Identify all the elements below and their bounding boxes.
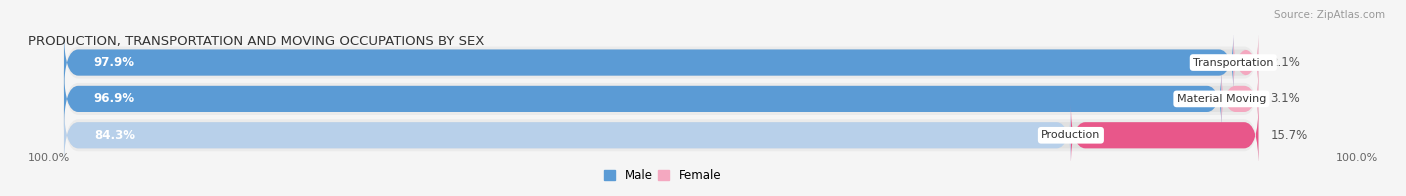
Text: 84.3%: 84.3% [94, 129, 135, 142]
FancyBboxPatch shape [63, 105, 1258, 166]
Text: 100.0%: 100.0% [1336, 153, 1378, 163]
Text: 15.7%: 15.7% [1271, 129, 1308, 142]
FancyBboxPatch shape [63, 32, 1233, 93]
Text: 100.0%: 100.0% [28, 153, 70, 163]
Text: Material Moving: Material Moving [1177, 94, 1265, 104]
FancyBboxPatch shape [1222, 68, 1258, 129]
FancyBboxPatch shape [63, 105, 1071, 166]
FancyBboxPatch shape [63, 68, 1258, 129]
Legend: Male, Female: Male, Female [603, 169, 721, 182]
FancyBboxPatch shape [1233, 32, 1258, 93]
Text: 2.1%: 2.1% [1271, 56, 1301, 69]
FancyBboxPatch shape [63, 35, 1258, 90]
Text: PRODUCTION, TRANSPORTATION AND MOVING OCCUPATIONS BY SEX: PRODUCTION, TRANSPORTATION AND MOVING OC… [28, 35, 485, 48]
FancyBboxPatch shape [63, 108, 1258, 163]
FancyBboxPatch shape [63, 71, 1258, 127]
Text: 96.9%: 96.9% [94, 92, 135, 105]
Text: 3.1%: 3.1% [1271, 92, 1301, 105]
Text: Source: ZipAtlas.com: Source: ZipAtlas.com [1274, 10, 1385, 20]
Text: Production: Production [1042, 130, 1101, 140]
Text: Transportation: Transportation [1194, 58, 1274, 68]
FancyBboxPatch shape [63, 32, 1258, 93]
FancyBboxPatch shape [63, 68, 1222, 129]
Text: 97.9%: 97.9% [94, 56, 135, 69]
FancyBboxPatch shape [1071, 105, 1258, 166]
